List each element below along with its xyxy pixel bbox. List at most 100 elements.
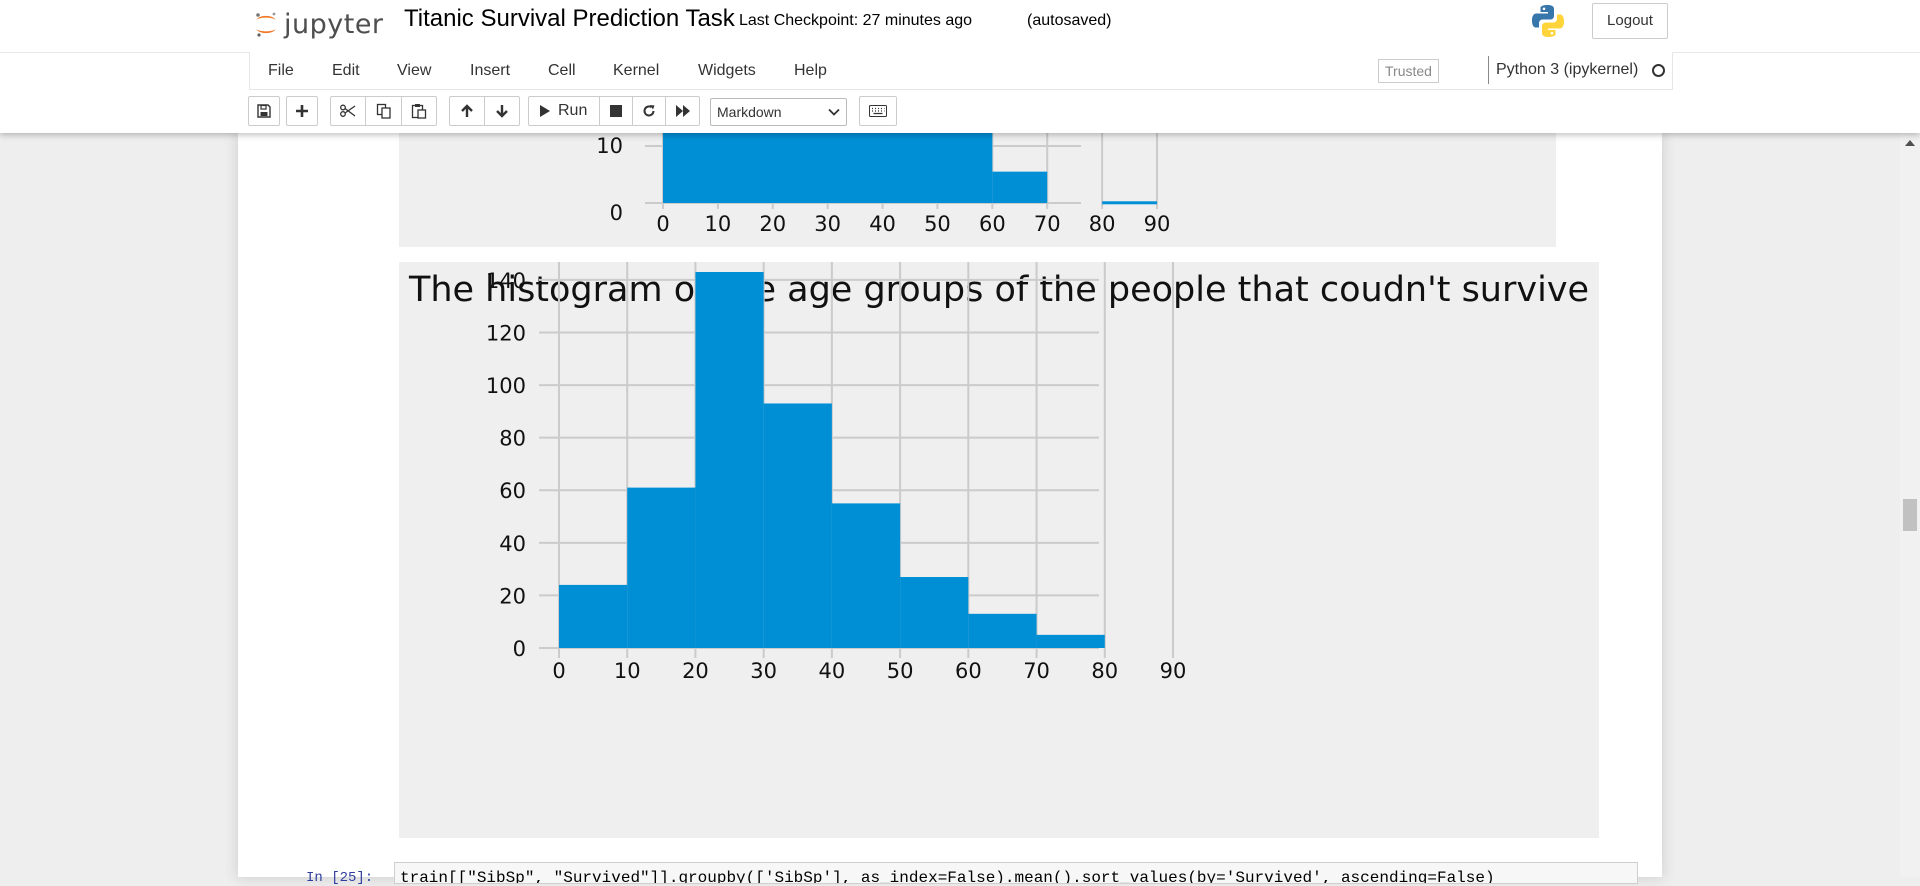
x-tick-label: 60 <box>979 212 1006 236</box>
histogram-bar <box>968 613 1037 648</box>
scrollbar-thumb[interactable] <box>1903 499 1917 531</box>
chart-output-2: The histogram of the age groups of the p… <box>399 262 1599 838</box>
top-bar: jupyter Titanic Survival Prediction Task… <box>0 0 1920 53</box>
main-toolbar: Run Markdown <box>248 96 1672 130</box>
logout-button[interactable]: Logout <box>1592 3 1668 39</box>
restart-button[interactable] <box>632 96 666 126</box>
cell-type-select[interactable]: Markdown <box>710 98 847 126</box>
notebook-header: jupyter Titanic Survival Prediction Task… <box>0 0 1920 133</box>
keyboard-icon <box>869 105 887 117</box>
x-tick-label: 80 <box>1089 212 1116 236</box>
x-tick-label: 20 <box>759 212 786 236</box>
save-icon <box>257 104 271 118</box>
histogram-bar <box>992 171 1048 203</box>
x-tick-label: 80 <box>1091 659 1118 683</box>
histogram-chart-2: 0 20 40 60 80 100 120 140 0 10 20 30 40 50 60 70 80 90 <box>486 262 1187 683</box>
y-tick-label: 0 <box>610 201 623 225</box>
histogram-bar <box>1036 634 1105 648</box>
histogram-bar <box>559 584 628 648</box>
cell-prompt: In [25]: <box>306 870 374 886</box>
stop-icon <box>610 105 622 117</box>
histogram-bar <box>1102 201 1157 205</box>
interrupt-button[interactable] <box>599 96 633 126</box>
move-down-button[interactable] <box>484 96 520 126</box>
menu-bar: File Edit View Insert Cell Kernel Widget… <box>249 52 1673 90</box>
paste-button[interactable] <box>401 96 437 126</box>
x-tick-label: 10 <box>614 659 641 683</box>
insert-cell-button[interactable] <box>286 96 318 126</box>
histogram-bar <box>695 272 764 648</box>
menu-cell[interactable]: Cell <box>548 62 576 79</box>
y-tick-label: 120 <box>486 321 526 345</box>
chart-title: The histogram of the age groups of the p… <box>408 270 1590 310</box>
kernel-divider <box>1488 56 1489 84</box>
chevron-down-icon <box>828 108 840 116</box>
restart-run-all-button[interactable] <box>665 96 700 126</box>
y-tick-label: 60 <box>499 479 526 503</box>
x-tick-label: 30 <box>750 659 777 683</box>
x-tick-label: 10 <box>705 212 732 236</box>
fast-forward-icon <box>675 105 690 117</box>
x-tick-label: 0 <box>656 212 669 236</box>
y-tick-label: 40 <box>499 532 526 556</box>
menu-kernel[interactable]: Kernel <box>613 62 660 79</box>
checkpoint-status: Last Checkpoint: 27 minutes ago <box>739 12 973 29</box>
code-cell[interactable]: train[["SibSp", "Survived"]].groupby(['S… <box>394 862 1638 884</box>
menu-edit[interactable]: Edit <box>332 62 360 79</box>
copy-button[interactable] <box>365 96 402 126</box>
move-up-button[interactable] <box>449 96 485 126</box>
command-palette-button[interactable] <box>859 96 897 126</box>
restart-icon <box>643 105 655 117</box>
x-tick-label: 90 <box>1144 212 1171 236</box>
chart-output-1: 0 10 0 10 20 30 40 50 60 70 80 90 <box>399 133 1556 247</box>
jupyter-logo-icon <box>252 10 280 38</box>
histogram-bar <box>663 133 993 203</box>
menu-view[interactable]: View <box>397 62 432 79</box>
play-icon <box>540 105 550 117</box>
scroll-up-icon[interactable] <box>1905 139 1915 147</box>
histogram-bar <box>763 403 832 648</box>
plus-icon <box>296 105 308 117</box>
x-tick-label: 70 <box>1023 659 1050 683</box>
menu-insert[interactable]: Insert <box>470 62 511 79</box>
x-tick-label: 50 <box>924 212 951 236</box>
jupyter-logo[interactable]: jupyter <box>252 4 384 44</box>
y-tick-label: 140 <box>486 269 526 293</box>
x-tick-label: 40 <box>869 212 896 236</box>
x-tick-label: 20 <box>682 659 709 683</box>
x-tick-label: 70 <box>1034 212 1061 236</box>
logo-text: jupyter <box>284 8 384 40</box>
autosave-status: (autosaved) <box>1027 12 1112 29</box>
x-tick-label: 60 <box>955 659 982 683</box>
menu-file[interactable]: File <box>268 62 294 79</box>
x-tick-label: 90 <box>1160 659 1187 683</box>
y-tick-label: 100 <box>486 374 526 398</box>
paste-icon <box>411 104 427 119</box>
cell-type-value: Markdown <box>717 104 782 120</box>
page-scrollbar[interactable] <box>1900 133 1920 877</box>
cut-button[interactable] <box>330 96 366 126</box>
run-button[interactable]: Run <box>528 96 600 126</box>
y-tick-label: 20 <box>499 584 526 608</box>
histogram-bar <box>900 577 969 648</box>
notebook-title[interactable]: Titanic Survival Prediction Task <box>404 5 735 32</box>
menu-widgets[interactable]: Widgets <box>698 62 756 79</box>
y-tick-label: 80 <box>499 427 526 451</box>
y-tick-label: 10 <box>596 134 623 158</box>
x-tick-label: 30 <box>814 212 841 236</box>
menu-help[interactable]: Help <box>794 62 827 79</box>
arrow-down-icon <box>496 105 508 118</box>
histogram-bar <box>831 503 901 648</box>
histogram-chart-1: 0 10 0 10 20 30 40 50 60 70 80 90 <box>596 133 1171 236</box>
cut-icon <box>340 104 356 117</box>
save-button[interactable] <box>248 96 280 126</box>
trusted-indicator[interactable]: Trusted <box>1378 59 1439 83</box>
x-tick-label: 0 <box>552 659 565 683</box>
x-tick-label: 40 <box>819 659 846 683</box>
run-label: Run <box>558 102 588 119</box>
python-logo-icon <box>1530 3 1566 39</box>
histogram-bar <box>627 487 696 648</box>
kernel-idle-icon <box>1652 64 1665 77</box>
kernel-name[interactable]: Python 3 (ipykernel) <box>1496 61 1639 78</box>
arrow-up-icon <box>461 104 473 117</box>
